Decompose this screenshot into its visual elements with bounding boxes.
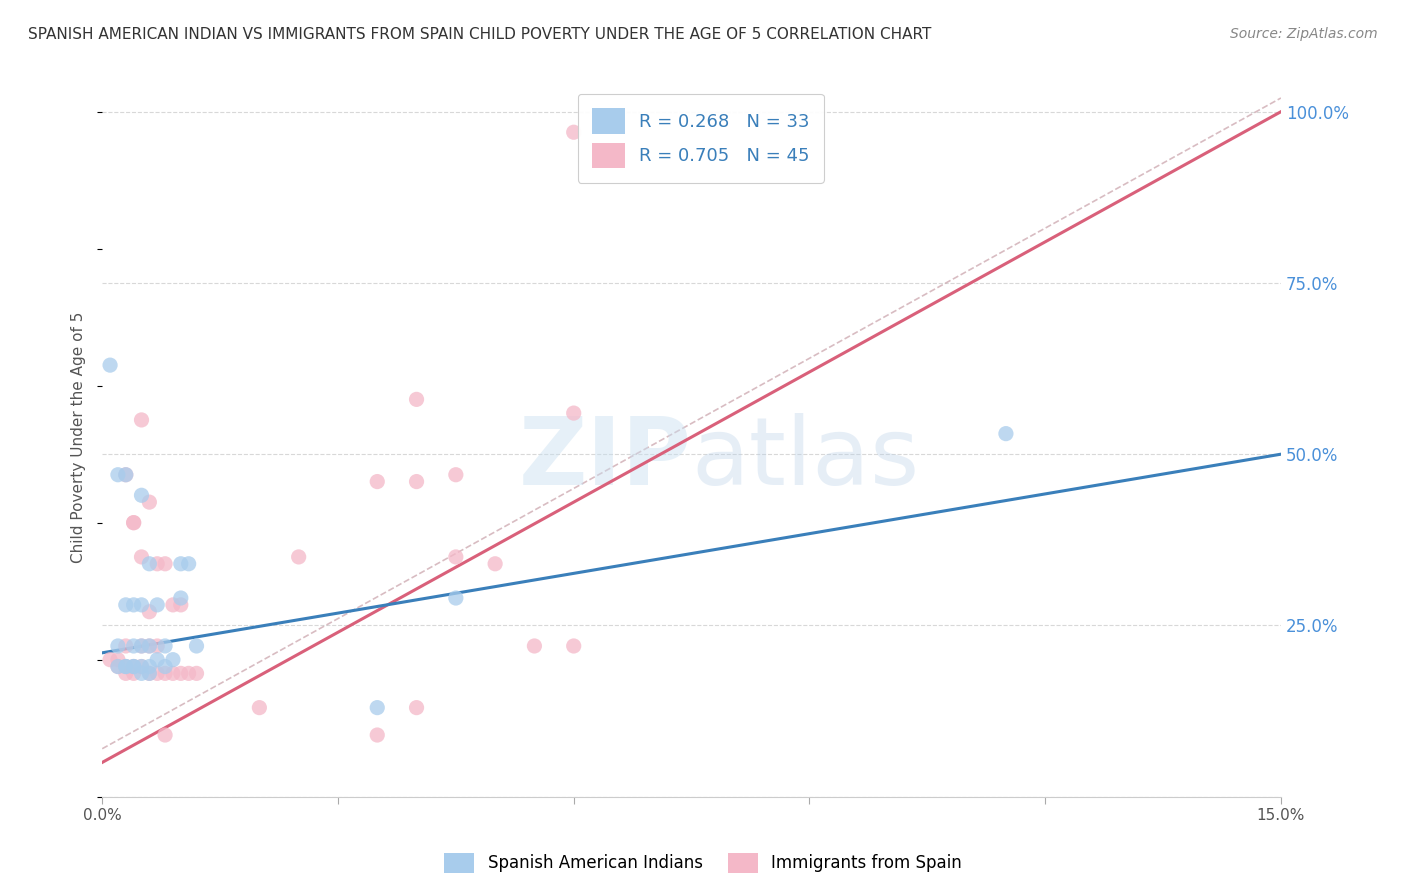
Point bbox=[122, 598, 145, 612]
Point bbox=[114, 666, 136, 681]
Point bbox=[138, 666, 160, 681]
Point bbox=[562, 406, 585, 420]
Point bbox=[122, 639, 145, 653]
Point bbox=[153, 557, 176, 571]
Legend: Spanish American Indians, Immigrants from Spain: Spanish American Indians, Immigrants fro… bbox=[437, 847, 969, 880]
Point bbox=[107, 659, 129, 673]
Text: atlas: atlas bbox=[692, 413, 920, 505]
Point bbox=[405, 392, 427, 407]
Point bbox=[146, 639, 169, 653]
Point bbox=[366, 475, 388, 489]
Point bbox=[122, 659, 145, 673]
Point bbox=[114, 598, 136, 612]
Point bbox=[131, 639, 153, 653]
Point bbox=[153, 659, 176, 673]
Point bbox=[146, 666, 169, 681]
Point bbox=[444, 549, 467, 564]
Point bbox=[107, 659, 129, 673]
Point bbox=[186, 639, 208, 653]
Y-axis label: Child Poverty Under the Age of 5: Child Poverty Under the Age of 5 bbox=[72, 311, 86, 563]
Point bbox=[153, 728, 176, 742]
Point bbox=[444, 467, 467, 482]
Point bbox=[287, 549, 309, 564]
Point bbox=[131, 659, 153, 673]
Point bbox=[994, 426, 1017, 441]
Point bbox=[98, 358, 121, 372]
Legend: R = 0.268   N = 33, R = 0.705   N = 45: R = 0.268 N = 33, R = 0.705 N = 45 bbox=[578, 94, 824, 183]
Point bbox=[131, 659, 153, 673]
Text: SPANISH AMERICAN INDIAN VS IMMIGRANTS FROM SPAIN CHILD POVERTY UNDER THE AGE OF : SPANISH AMERICAN INDIAN VS IMMIGRANTS FR… bbox=[28, 27, 932, 42]
Point bbox=[138, 605, 160, 619]
Point bbox=[107, 467, 129, 482]
Point bbox=[114, 659, 136, 673]
Point bbox=[138, 639, 160, 653]
Point bbox=[153, 639, 176, 653]
Point bbox=[153, 666, 176, 681]
Point bbox=[131, 488, 153, 502]
Point bbox=[114, 467, 136, 482]
Point bbox=[114, 659, 136, 673]
Point bbox=[170, 666, 193, 681]
Point bbox=[122, 659, 145, 673]
Point bbox=[122, 659, 145, 673]
Point bbox=[170, 591, 193, 605]
Point bbox=[366, 700, 388, 714]
Point bbox=[162, 666, 184, 681]
Point bbox=[186, 666, 208, 681]
Point bbox=[114, 467, 136, 482]
Point bbox=[138, 659, 160, 673]
Point bbox=[131, 666, 153, 681]
Point bbox=[484, 557, 506, 571]
Point bbox=[114, 659, 136, 673]
Point bbox=[177, 557, 200, 571]
Point bbox=[138, 557, 160, 571]
Point bbox=[138, 666, 160, 681]
Point bbox=[107, 639, 129, 653]
Point bbox=[146, 653, 169, 667]
Point bbox=[131, 413, 153, 427]
Point bbox=[247, 700, 270, 714]
Point bbox=[138, 495, 160, 509]
Point bbox=[122, 516, 145, 530]
Point bbox=[523, 639, 546, 653]
Point bbox=[366, 728, 388, 742]
Point bbox=[170, 598, 193, 612]
Point bbox=[170, 557, 193, 571]
Point bbox=[405, 475, 427, 489]
Point bbox=[162, 653, 184, 667]
Point bbox=[114, 639, 136, 653]
Point bbox=[131, 598, 153, 612]
Point bbox=[177, 666, 200, 681]
Point bbox=[146, 557, 169, 571]
Point bbox=[162, 598, 184, 612]
Point bbox=[562, 639, 585, 653]
Point bbox=[444, 591, 467, 605]
Point bbox=[138, 639, 160, 653]
Text: ZIP: ZIP bbox=[519, 413, 692, 505]
Point bbox=[98, 653, 121, 667]
Text: Source: ZipAtlas.com: Source: ZipAtlas.com bbox=[1230, 27, 1378, 41]
Point bbox=[146, 598, 169, 612]
Point bbox=[122, 666, 145, 681]
Point bbox=[131, 639, 153, 653]
Point bbox=[562, 125, 585, 139]
Point bbox=[131, 549, 153, 564]
Point bbox=[405, 700, 427, 714]
Point bbox=[122, 516, 145, 530]
Point bbox=[107, 653, 129, 667]
